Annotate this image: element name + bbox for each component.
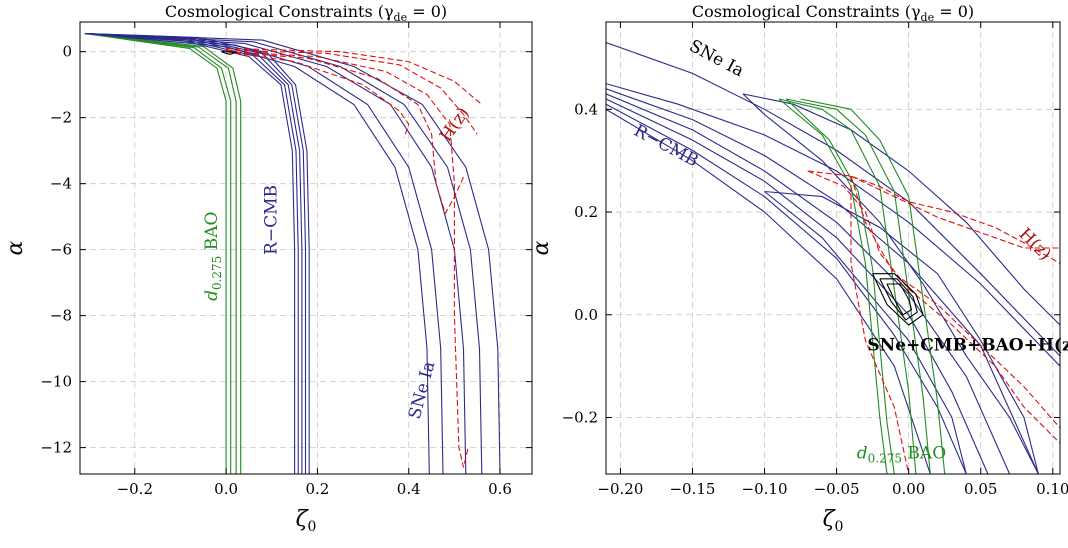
contour-line — [84, 32, 237, 474]
curve-annotation: H(z) — [1015, 224, 1055, 264]
curve-annotation: d0.275 BAO — [857, 444, 946, 466]
chart-title: Cosmological Constraints (γde = 0) — [165, 2, 447, 24]
contour-line — [850, 175, 1060, 249]
x-tick-label: 0.6 — [488, 480, 512, 498]
contour-line — [84, 32, 242, 474]
y-tick-label: −10 — [40, 373, 72, 391]
y-tick-label: −4 — [50, 175, 72, 193]
contour-line — [764, 190, 1039, 474]
y-tick-label: 0.0 — [574, 306, 598, 324]
y-tick-label: −2 — [50, 109, 72, 127]
y-tick-label: 0.2 — [574, 203, 598, 221]
contour-line — [84, 32, 467, 474]
contour-line — [84, 32, 227, 474]
y-axis-label: α — [3, 240, 28, 255]
contour-line — [84, 32, 483, 474]
x-tick-label: 0.05 — [964, 480, 997, 498]
curve-annotation: SNe+CMB+BAO+H(z) — [867, 336, 1068, 356]
curve-annotation: SNe Ia — [405, 359, 440, 421]
x-tick-label: −0.10 — [742, 480, 788, 498]
plot-frame — [605, 21, 1061, 475]
x-tick-label: 0.00 — [892, 480, 925, 498]
contour-line — [850, 176, 910, 474]
contour-line — [226, 49, 478, 135]
contour-line — [786, 98, 931, 474]
contour-line — [84, 32, 430, 474]
contour-line — [84, 32, 303, 474]
contour-line — [778, 98, 888, 474]
contour-line — [226, 51, 469, 468]
contour-line — [84, 32, 296, 474]
contour-line — [785, 98, 895, 474]
contour-line — [879, 278, 918, 321]
contour-line — [850, 175, 1060, 429]
contour-line — [84, 32, 501, 474]
y-tick-label: 0.4 — [574, 100, 598, 118]
contour-line — [886, 283, 913, 316]
contour-line — [807, 170, 1060, 264]
chart-title: Cosmological Constraints (γde = 0) — [692, 2, 974, 24]
contour-line — [800, 98, 946, 474]
y-tick-label: −8 — [50, 307, 72, 325]
x-tick-label: −0.20 — [597, 480, 643, 498]
contour-line — [221, 50, 238, 55]
contour-line — [606, 98, 989, 474]
contour-line — [606, 108, 931, 474]
curve-annotation: R−CMB — [261, 185, 281, 255]
x-tick-label: −0.2 — [117, 480, 153, 498]
contour-line — [606, 41, 1060, 357]
contour-line — [872, 273, 924, 326]
y-tick-label: −12 — [40, 439, 72, 457]
x-tick-label: 0.2 — [305, 480, 329, 498]
x-tick-label: 0.4 — [397, 480, 421, 498]
contour-line — [84, 32, 232, 474]
left-panel: −0.2 0.0 0.2 0.4 0.6 0 −2 −4 −6 −8 −10 −12 Cosmologi… — [3, 2, 533, 535]
contour-line — [606, 83, 1060, 367]
x-tick-label: 0.0 — [214, 480, 238, 498]
x-axis-label: ζ0 — [296, 507, 317, 535]
contour-line — [226, 47, 483, 105]
x-tick-label: 0.10 — [1036, 480, 1068, 498]
curve-annotation: R−CMB — [630, 121, 701, 171]
contour-line — [764, 191, 967, 474]
contour-line — [226, 51, 410, 138]
right-panel: −0.20 −0.15 −0.10 −0.05 0.00 0.05 0.10 0.4 0.2 0.… — [529, 2, 1068, 535]
x-tick-label: −0.15 — [669, 480, 715, 498]
contour-line — [742, 93, 1060, 326]
curve-annotation: d0.275 BAO — [202, 212, 224, 301]
y-tick-label: 0 — [62, 43, 72, 61]
contour-line — [226, 51, 464, 215]
contour-curves — [606, 41, 1060, 474]
plot-frame — [79, 21, 533, 475]
contour-line — [807, 170, 1060, 444]
curve-annotation: H(z) — [436, 104, 474, 146]
y-axis-label: α — [529, 240, 554, 255]
x-tick-label: −0.05 — [814, 480, 860, 498]
grid — [606, 22, 1060, 474]
y-tick-label: −6 — [50, 241, 72, 259]
x-axis-label: ζ0 — [823, 507, 844, 535]
contour-line — [742, 93, 1039, 474]
contour-curves — [84, 32, 501, 474]
y-tick-label: −0.2 — [562, 409, 598, 427]
contour-line — [606, 93, 1011, 474]
